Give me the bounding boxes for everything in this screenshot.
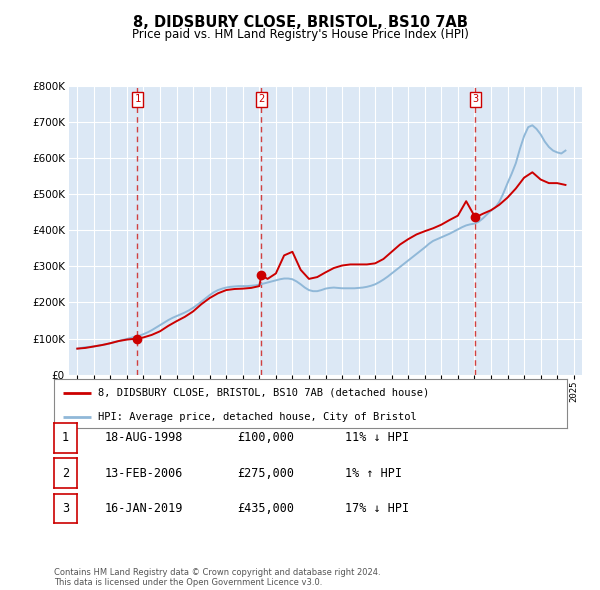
Text: 13-FEB-2006: 13-FEB-2006 [105, 467, 184, 480]
Text: Contains HM Land Registry data © Crown copyright and database right 2024.
This d: Contains HM Land Registry data © Crown c… [54, 568, 380, 587]
Text: £100,000: £100,000 [237, 431, 294, 444]
Text: 18-AUG-1998: 18-AUG-1998 [105, 431, 184, 444]
Text: 8, DIDSBURY CLOSE, BRISTOL, BS10 7AB (detached house): 8, DIDSBURY CLOSE, BRISTOL, BS10 7AB (de… [98, 388, 429, 398]
Text: £435,000: £435,000 [237, 502, 294, 515]
Text: 2: 2 [258, 94, 265, 104]
Text: HPI: Average price, detached house, City of Bristol: HPI: Average price, detached house, City… [98, 412, 416, 422]
Text: 2: 2 [62, 467, 69, 480]
Text: Price paid vs. HM Land Registry's House Price Index (HPI): Price paid vs. HM Land Registry's House … [131, 28, 469, 41]
Text: 17% ↓ HPI: 17% ↓ HPI [345, 502, 409, 515]
Text: 1% ↑ HPI: 1% ↑ HPI [345, 467, 402, 480]
Text: 1: 1 [134, 94, 140, 104]
Text: 11% ↓ HPI: 11% ↓ HPI [345, 431, 409, 444]
Text: 3: 3 [472, 94, 478, 104]
Text: 3: 3 [62, 502, 69, 515]
Text: 8, DIDSBURY CLOSE, BRISTOL, BS10 7AB: 8, DIDSBURY CLOSE, BRISTOL, BS10 7AB [133, 15, 467, 30]
Text: £275,000: £275,000 [237, 467, 294, 480]
Text: 16-JAN-2019: 16-JAN-2019 [105, 502, 184, 515]
Text: 1: 1 [62, 431, 69, 444]
